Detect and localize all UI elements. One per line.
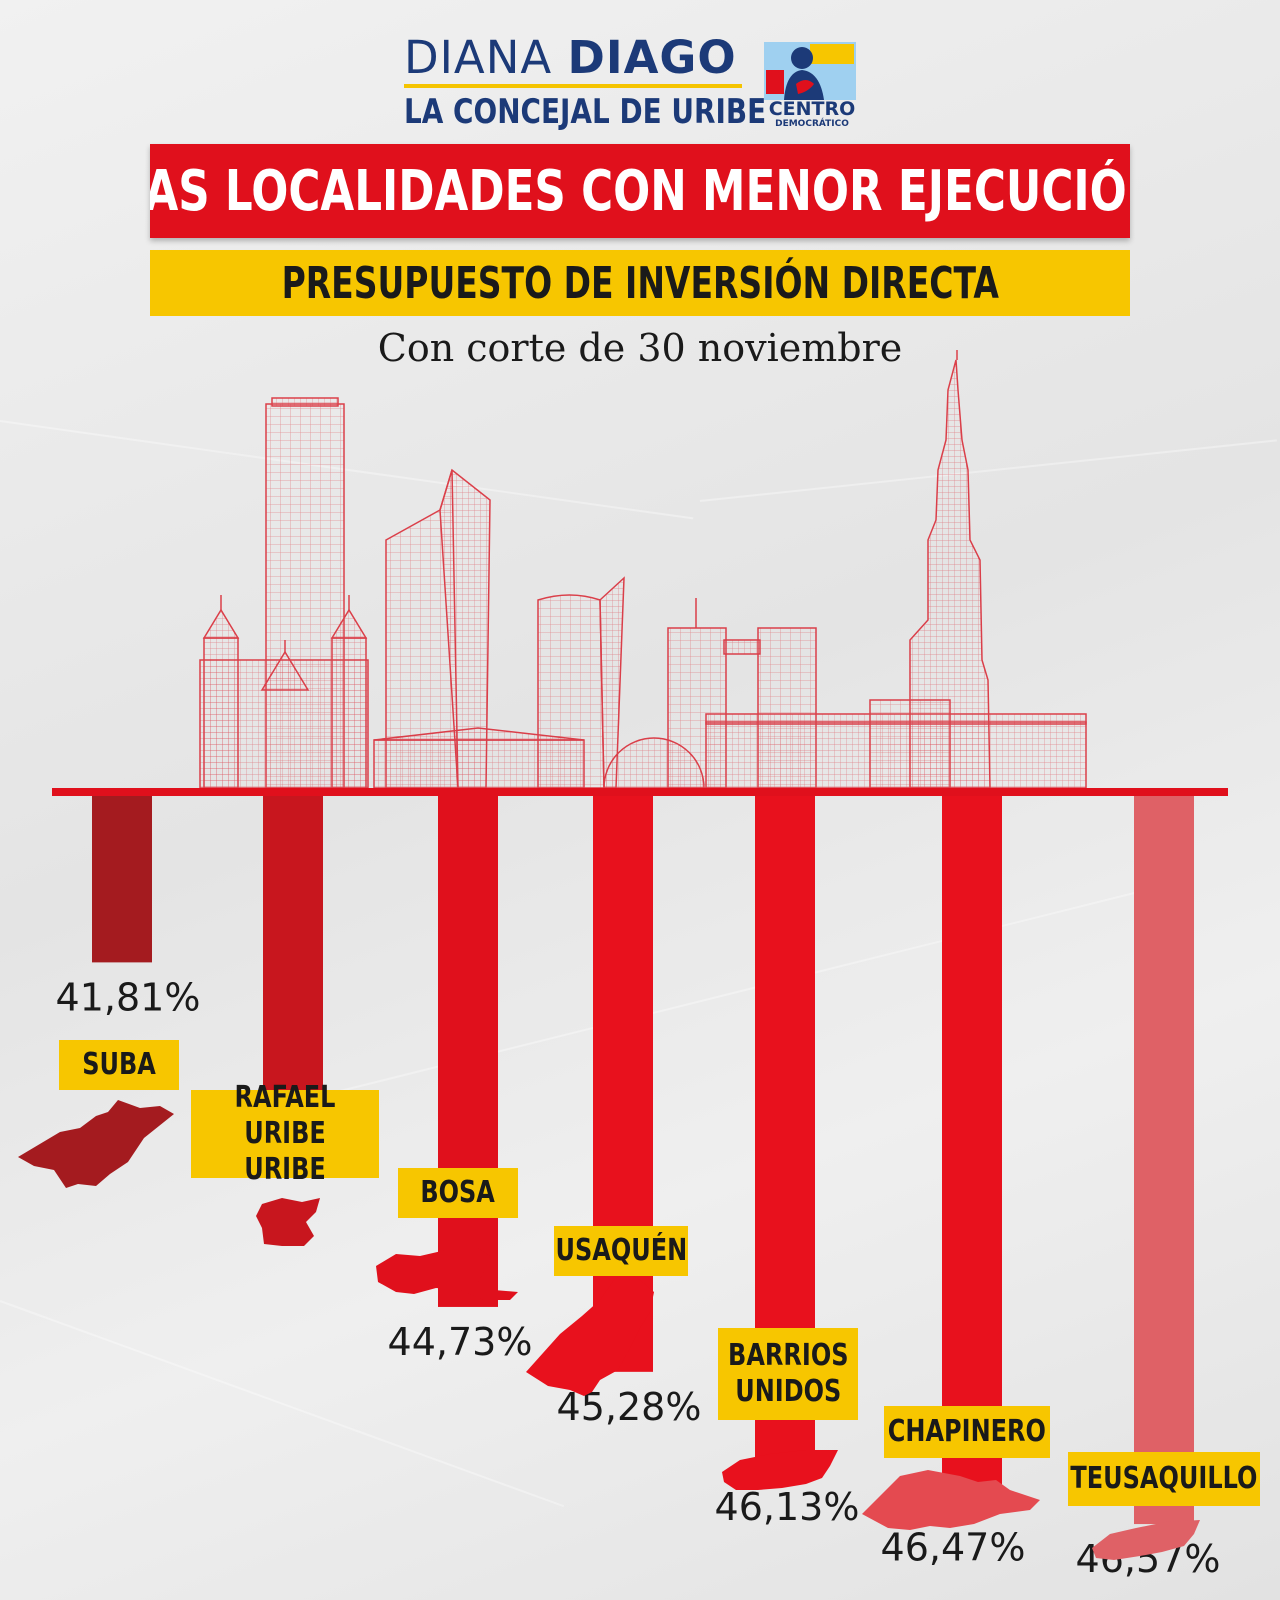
subtitle-banner: PRESUPUESTO DE INVERSIÓN DIRECTA: [150, 250, 1130, 316]
category-label: RAFAEL URIBE URIBE: [234, 1080, 336, 1187]
value-label-2: 44,73%: [388, 1320, 533, 1364]
bar-2: [438, 796, 498, 1307]
locality-maps: [18, 1100, 1200, 1560]
party-logo-icon: [764, 42, 856, 100]
party-line1: CENTRO: [768, 98, 856, 120]
party-line2: DEMOCRÁTICO: [775, 119, 849, 129]
category-box-usaquen: USAQUÉN: [554, 1226, 688, 1276]
category-box-bosa: BOSA: [398, 1168, 518, 1218]
brand-last: DIAGO: [567, 31, 737, 84]
brand-first: DIANA: [404, 31, 553, 84]
value-label-0: 41,81%: [56, 975, 201, 1019]
map-suba: [18, 1100, 174, 1188]
map-chapinero: [862, 1470, 1040, 1530]
category-box-teusaquillo: TEUSAQUILLO: [1068, 1452, 1260, 1506]
chart-subtitle: PRESUPUESTO DE INVERSIÓN DIRECTA: [281, 257, 999, 309]
chart-baseline: [52, 788, 1228, 796]
map-teusaquillo: [1092, 1520, 1200, 1560]
map-bosa: [376, 1248, 518, 1300]
brand-tagline: LA CONCEJAL DE URIBE: [404, 92, 767, 132]
map-usaquen: [526, 1272, 654, 1396]
party-name: CENTRO DEMOCRÁTICO: [762, 100, 862, 130]
category-label: BOSA: [420, 1175, 496, 1210]
map-rafael-uribe-uribe: [256, 1198, 320, 1246]
bar-5: [942, 796, 1002, 1513]
value-label-5: 46,47%: [881, 1525, 1026, 1569]
category-box-rafael-uribe-uribe: RAFAEL URIBE URIBE: [191, 1080, 379, 1187]
cutoff-note: Con corte de 30 noviembre: [377, 326, 903, 370]
title-banner: LAS LOCALIDADES CON MENOR EJECUCIÓN: [150, 144, 1130, 238]
chart-title: LAS LOCALIDADES CON MENOR EJECUCIÓN: [150, 158, 1130, 224]
brand-divider: [404, 84, 742, 88]
category-label: CHAPINERO: [887, 1414, 1047, 1449]
category-label: USAQUÉN: [555, 1233, 687, 1268]
category-box-suba: SUBA: [59, 1040, 179, 1090]
bar-6: [1134, 796, 1194, 1525]
brand-name: DIANA DIAGO: [404, 34, 846, 82]
category-label: SUBA: [82, 1047, 156, 1082]
bar-1: [263, 796, 323, 1100]
brand-logo: DIANA DIAGO LA CONCEJAL DE URIBE: [404, 34, 846, 132]
category-label: TEUSAQUILLO: [1070, 1461, 1258, 1496]
category-box-chapinero: CHAPINERO: [884, 1406, 1050, 1458]
category-box-barrios-unidos: BARRIOS UNIDOS: [718, 1328, 858, 1420]
skyline-illustration: [199, 350, 1087, 789]
bar-0: [92, 796, 152, 963]
category-label: BARRIOS UNIDOS: [727, 1338, 849, 1409]
map-barrios-unidos: [722, 1450, 838, 1490]
value-label-4: 46,13%: [715, 1485, 860, 1529]
